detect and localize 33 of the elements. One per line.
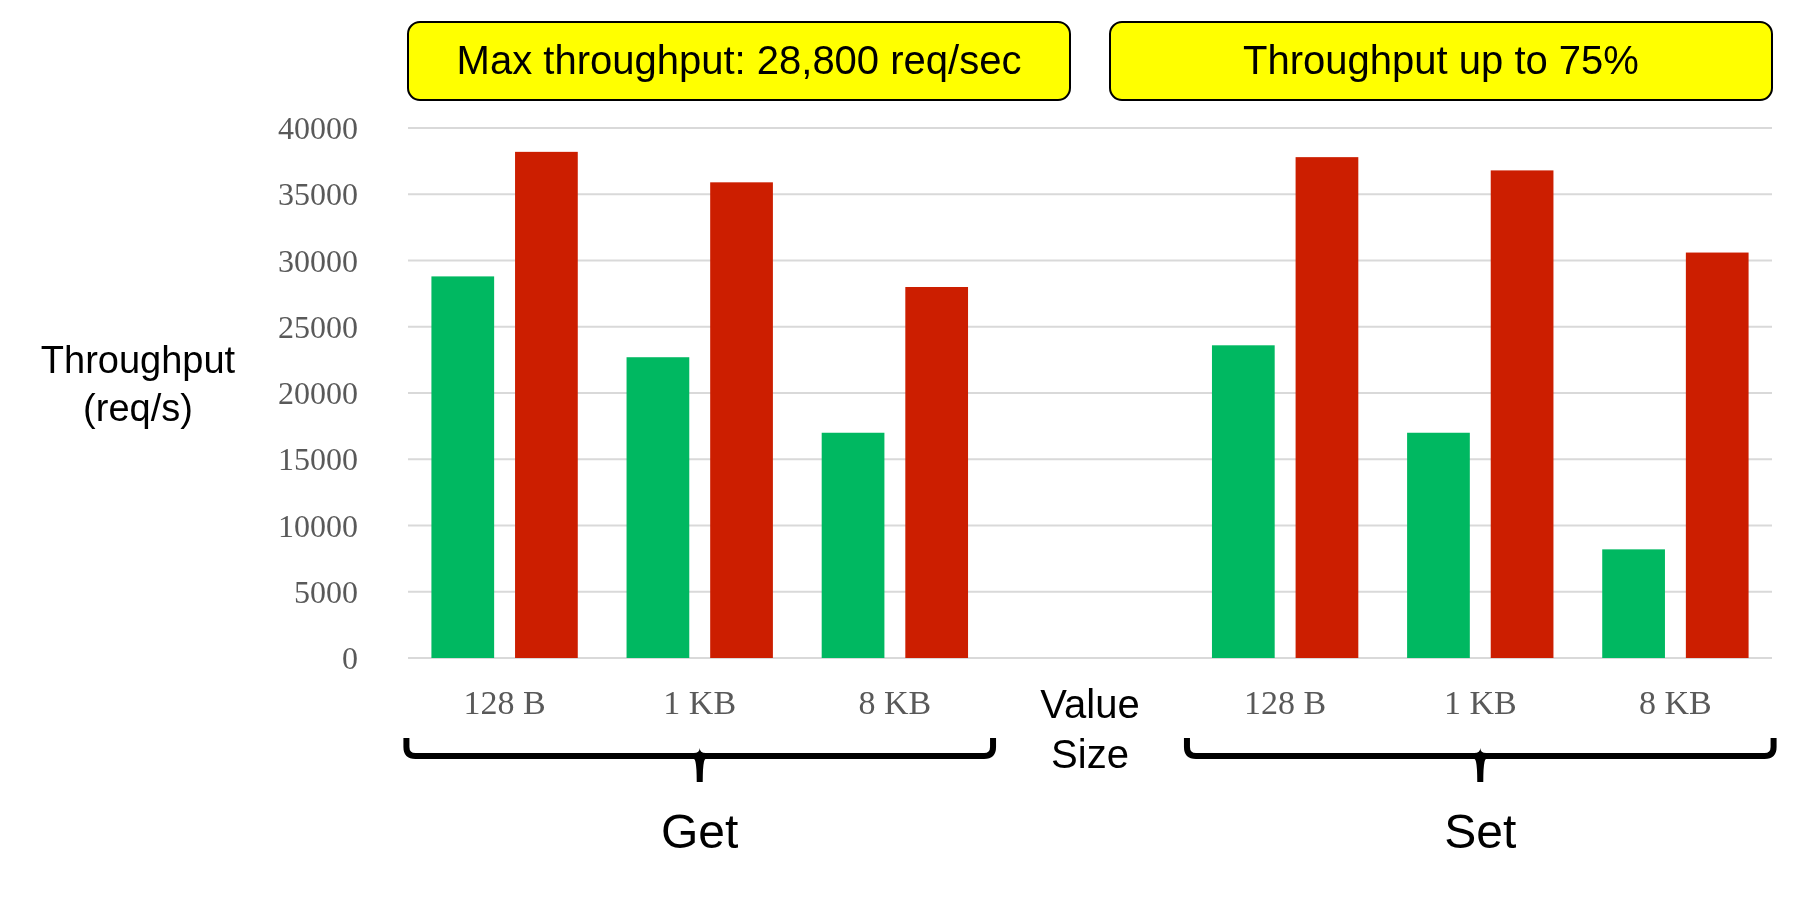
- text: Max throughput: 28,800 req/sec: [456, 38, 1022, 82]
- x-tick-label: 128 B: [463, 684, 546, 721]
- y-tick-label: 20000: [278, 375, 358, 412]
- text: Get: [661, 805, 739, 858]
- bar: [1602, 549, 1665, 658]
- bar: [431, 276, 495, 658]
- x-tick-label: 128 B: [1244, 684, 1327, 721]
- x-tick-label: 8 KB: [1639, 684, 1712, 721]
- y-tick-label: 0: [342, 640, 358, 677]
- y-tick-label: 5000: [294, 573, 358, 610]
- bar: [905, 287, 969, 658]
- bar: [626, 357, 690, 658]
- bar: [710, 182, 773, 658]
- text: Throughput up to 75%: [1243, 38, 1639, 82]
- bar: [1211, 345, 1275, 658]
- bar: [1295, 157, 1359, 658]
- y-axis-title: Throughput (req/s): [40, 339, 236, 429]
- y-tick-label: 35000: [278, 176, 358, 213]
- bar: [1490, 170, 1554, 658]
- y-tick-label: 10000: [278, 507, 358, 544]
- y-tick-label: 25000: [278, 308, 358, 345]
- x-tick-label: 8 KB: [858, 684, 932, 721]
- bar: [1685, 252, 1749, 658]
- x-tick-label: 1 KB: [1443, 684, 1517, 721]
- y-tick-label: 40000: [278, 110, 358, 147]
- y-tick-label: 15000: [278, 441, 358, 478]
- y-tick-label: 30000: [278, 242, 358, 279]
- bar: [821, 432, 885, 658]
- x-tick-label: 1 KB: [663, 684, 737, 721]
- bar: [515, 151, 578, 658]
- x-axis-title: Value Size: [1040, 682, 1140, 776]
- bar: [1407, 432, 1470, 658]
- text: Set: [1444, 805, 1517, 858]
